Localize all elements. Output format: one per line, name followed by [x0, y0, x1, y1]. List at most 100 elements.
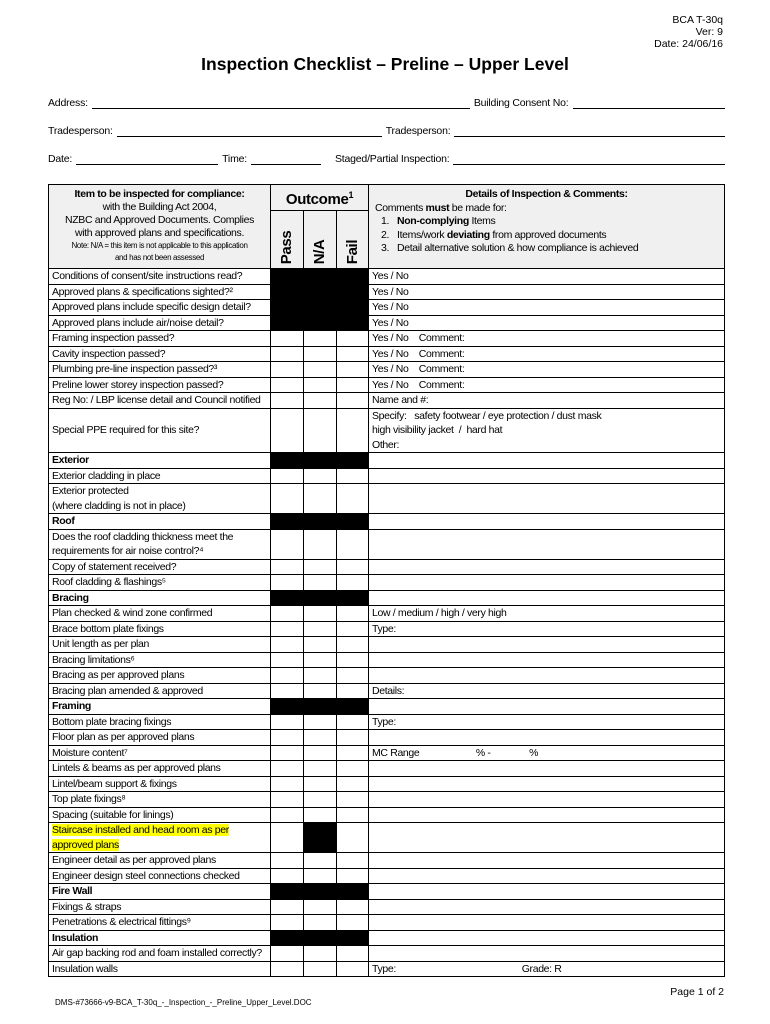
na-checkbox-cell[interactable] — [303, 407, 337, 453]
na-checkbox-cell[interactable] — [303, 945, 337, 962]
pass-checkbox-cell[interactable] — [270, 775, 304, 792]
comment-cell[interactable] — [368, 806, 725, 823]
na-checkbox-cell[interactable] — [303, 852, 337, 869]
na-checkbox-cell[interactable] — [303, 345, 337, 362]
comment-cell[interactable]: Yes / No Comment: — [368, 376, 725, 393]
fail-checkbox-cell[interactable] — [335, 822, 370, 853]
fail-checkbox-cell[interactable] — [335, 760, 370, 777]
comment-cell[interactable]: Yes / No — [368, 314, 725, 331]
fail-checkbox-cell[interactable] — [335, 667, 370, 684]
comment-cell[interactable] — [368, 558, 725, 575]
fail-checkbox-cell[interactable] — [335, 376, 370, 393]
address-field[interactable] — [91, 98, 470, 109]
comment-cell[interactable] — [368, 698, 725, 715]
fail-checkbox-cell[interactable] — [335, 361, 370, 378]
fail-checkbox-cell[interactable] — [335, 558, 370, 575]
na-checkbox-cell[interactable] — [303, 775, 337, 792]
pass-checkbox-cell[interactable] — [270, 729, 304, 746]
na-checkbox-cell[interactable] — [303, 605, 337, 622]
na-checkbox-cell[interactable] — [303, 713, 337, 730]
time-field[interactable] — [250, 154, 321, 165]
comment-cell[interactable] — [368, 636, 725, 653]
na-checkbox-cell[interactable] — [303, 667, 337, 684]
fail-checkbox-cell[interactable] — [335, 729, 370, 746]
pass-checkbox-cell[interactable] — [270, 467, 304, 484]
pass-checkbox-cell[interactable] — [270, 651, 304, 668]
na-checkbox-cell[interactable] — [303, 636, 337, 653]
comment-cell[interactable] — [368, 651, 725, 668]
comment-cell[interactable] — [368, 467, 725, 484]
na-checkbox-cell[interactable] — [303, 528, 337, 560]
pass-checkbox-cell[interactable] — [270, 682, 304, 699]
comment-cell[interactable]: Type: — [368, 713, 725, 730]
fail-checkbox-cell[interactable] — [335, 744, 370, 761]
fail-checkbox-cell[interactable] — [335, 852, 370, 869]
comment-cell[interactable] — [368, 791, 725, 808]
na-checkbox-cell[interactable] — [303, 651, 337, 668]
comment-cell[interactable] — [368, 945, 725, 962]
comment-cell[interactable] — [368, 929, 725, 946]
pass-checkbox-cell[interactable] — [270, 713, 304, 730]
comment-cell[interactable]: Yes / No Comment: — [368, 361, 725, 378]
comment-cell[interactable] — [368, 589, 725, 606]
pass-checkbox-cell[interactable] — [270, 483, 304, 514]
pass-checkbox-cell[interactable] — [270, 361, 304, 378]
na-checkbox-cell[interactable] — [303, 574, 337, 591]
fail-checkbox-cell[interactable] — [335, 806, 370, 823]
na-checkbox-cell[interactable] — [303, 729, 337, 746]
pass-checkbox-cell[interactable] — [270, 852, 304, 869]
fail-checkbox-cell[interactable] — [335, 574, 370, 591]
pass-checkbox-cell[interactable] — [270, 528, 304, 560]
tradesperson-field-2[interactable] — [454, 126, 725, 137]
pass-checkbox-cell[interactable] — [270, 330, 304, 347]
comment-cell[interactable]: Low / medium / high / very high — [368, 605, 725, 622]
pass-checkbox-cell[interactable] — [270, 960, 304, 977]
na-checkbox-cell[interactable] — [303, 483, 337, 514]
comment-cell[interactable] — [368, 528, 725, 560]
pass-checkbox-cell[interactable] — [270, 407, 304, 453]
fail-checkbox-cell[interactable] — [335, 898, 370, 915]
na-checkbox-cell[interactable] — [303, 960, 337, 977]
pass-checkbox-cell[interactable] — [270, 914, 304, 931]
comment-cell[interactable]: Yes / No — [368, 268, 725, 285]
fail-checkbox-cell[interactable] — [335, 330, 370, 347]
comment-cell[interactable] — [368, 760, 725, 777]
fail-checkbox-cell[interactable] — [335, 791, 370, 808]
pass-checkbox-cell[interactable] — [270, 744, 304, 761]
comment-cell[interactable] — [368, 822, 725, 853]
comment-cell[interactable]: Yes / No — [368, 283, 725, 300]
staged-field[interactable] — [453, 154, 725, 165]
fail-checkbox-cell[interactable] — [335, 605, 370, 622]
na-checkbox-cell[interactable] — [303, 806, 337, 823]
comment-cell[interactable]: MC Range % - % — [368, 744, 725, 761]
comment-cell[interactable] — [368, 914, 725, 931]
pass-checkbox-cell[interactable] — [270, 605, 304, 622]
pass-checkbox-cell[interactable] — [270, 945, 304, 962]
na-checkbox-cell[interactable] — [303, 744, 337, 761]
comment-cell[interactable]: Yes / No Comment: — [368, 330, 725, 347]
na-checkbox-cell[interactable] — [303, 914, 337, 931]
comment-cell[interactable]: Yes / No Comment: — [368, 345, 725, 362]
fail-checkbox-cell[interactable] — [335, 392, 370, 409]
na-checkbox-cell[interactable] — [303, 760, 337, 777]
comment-cell[interactable]: Specify: safety footwear / eye protectio… — [368, 407, 725, 453]
comment-cell[interactable] — [368, 867, 725, 884]
comment-cell[interactable] — [368, 513, 725, 530]
fail-checkbox-cell[interactable] — [335, 636, 370, 653]
pass-checkbox-cell[interactable] — [270, 636, 304, 653]
date-field[interactable] — [76, 154, 219, 165]
comment-cell[interactable] — [368, 852, 725, 869]
comment-cell[interactable]: Yes / No — [368, 299, 725, 316]
comment-cell[interactable]: Details: — [368, 682, 725, 699]
na-checkbox-cell[interactable] — [303, 467, 337, 484]
comment-cell[interactable] — [368, 574, 725, 591]
pass-checkbox-cell[interactable] — [270, 392, 304, 409]
pass-checkbox-cell[interactable] — [270, 574, 304, 591]
comment-cell[interactable] — [368, 898, 725, 915]
pass-checkbox-cell[interactable] — [270, 620, 304, 637]
fail-checkbox-cell[interactable] — [335, 682, 370, 699]
tradesperson-field-1[interactable] — [116, 126, 382, 137]
pass-checkbox-cell[interactable] — [270, 345, 304, 362]
fail-checkbox-cell[interactable] — [335, 528, 370, 560]
fail-checkbox-cell[interactable] — [335, 651, 370, 668]
